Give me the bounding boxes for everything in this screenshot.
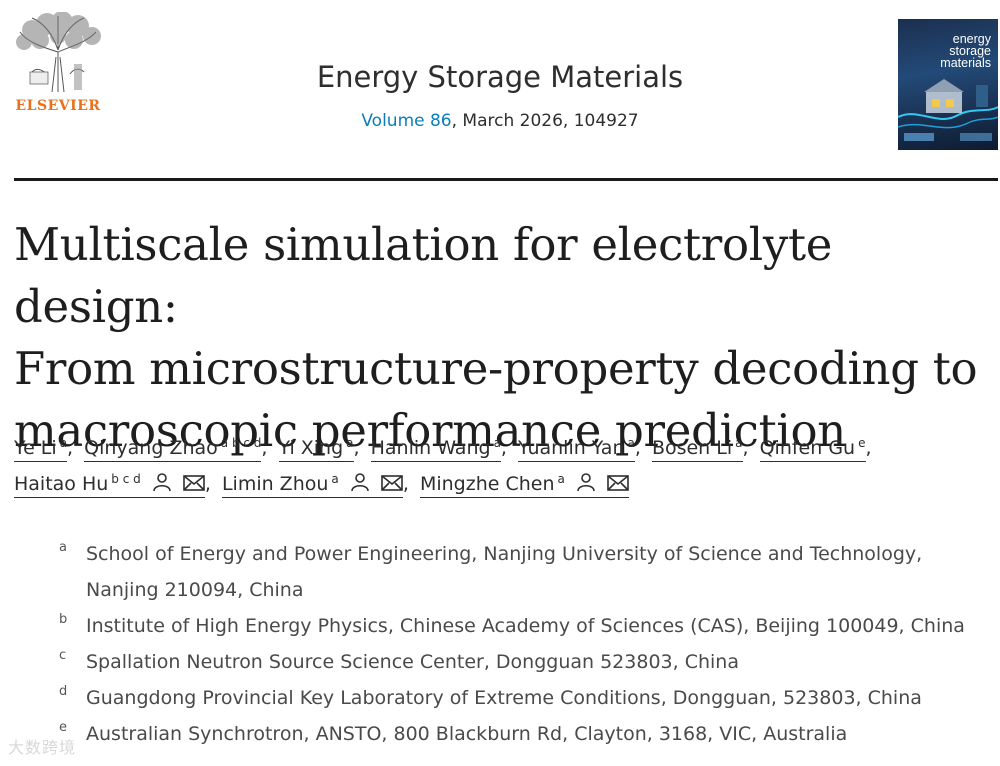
author-link[interactable]: Limin Zhou a [221,467,403,498]
affiliation-label: a [59,540,67,555]
author-list: Ye Li a, Qinyang Zhao a b c d, Yi Xing a, H… [14,430,994,502]
affiliation-label: c [59,648,67,663]
affiliation-text: Institute of High Energy Physics, Chines… [86,615,965,637]
affiliation-text: Guangdong Provincial Key Laboratory of E… [86,687,922,709]
envelope-icon [607,475,629,491]
affiliation-text: Nanjing 210094, China [86,579,304,601]
person-icon [153,473,171,492]
header-divider [14,178,998,181]
envelope-icon [381,475,403,491]
journal-cover-image[interactable]: energy storage materials [898,19,998,150]
author-link[interactable]: Bosen Li a [651,431,743,462]
author-link[interactable]: Qinfen Gu e [759,431,866,462]
affiliation-label: e [59,720,67,735]
cover-illustration-icon [898,79,998,141]
author-link[interactable]: Ye Li a [14,431,68,462]
author-link[interactable]: Qinyang Zhao a b c d [84,431,262,462]
affiliation-label: b [59,612,68,627]
elsevier-tree-icon [12,12,104,96]
envelope-icon [183,475,205,491]
affiliation-text: School of Energy and Power Engineering, … [86,543,923,565]
author-link[interactable]: Haitao Hu b c d [14,467,205,498]
person-icon [577,473,595,492]
title-line-1: Multiscale simulation for electrolyte de… [14,218,833,333]
title-line-3: macroscopic performance prediction [14,404,846,457]
watermark: 大数跨境 [8,738,77,757]
title-line-2: From microstructure-property decoding to [14,342,978,395]
journal-title[interactable]: Energy Storage Materials [316,60,684,94]
author-link[interactable]: Yuanlin Yan a [518,431,635,462]
affiliation-text: Australian Synchrotron, ANSTO, 800 Black… [86,723,848,745]
elsevier-wordmark: ELSEVIER [15,98,101,114]
affiliation-text: Spallation Neutron Source Science Center… [86,651,739,673]
issue-info: Volume 86, March 2026, 104927 [200,111,800,131]
person-icon [351,473,369,492]
affiliation-label: d [59,684,68,699]
issue-details: , March 2026, 104927 [451,111,639,131]
author-link[interactable]: Yi Xing a [278,431,354,462]
volume-link[interactable]: Volume 86 [361,111,452,131]
cover-title: energy storage materials [940,32,991,70]
author-link[interactable]: Mingzhe Chen a [419,467,629,498]
article-title: Multiscale simulation for electrolyte de… [14,214,994,462]
elsevier-logo[interactable]: ELSEVIER [12,12,104,120]
author-link[interactable]: Hanlin Wang a [370,431,501,462]
